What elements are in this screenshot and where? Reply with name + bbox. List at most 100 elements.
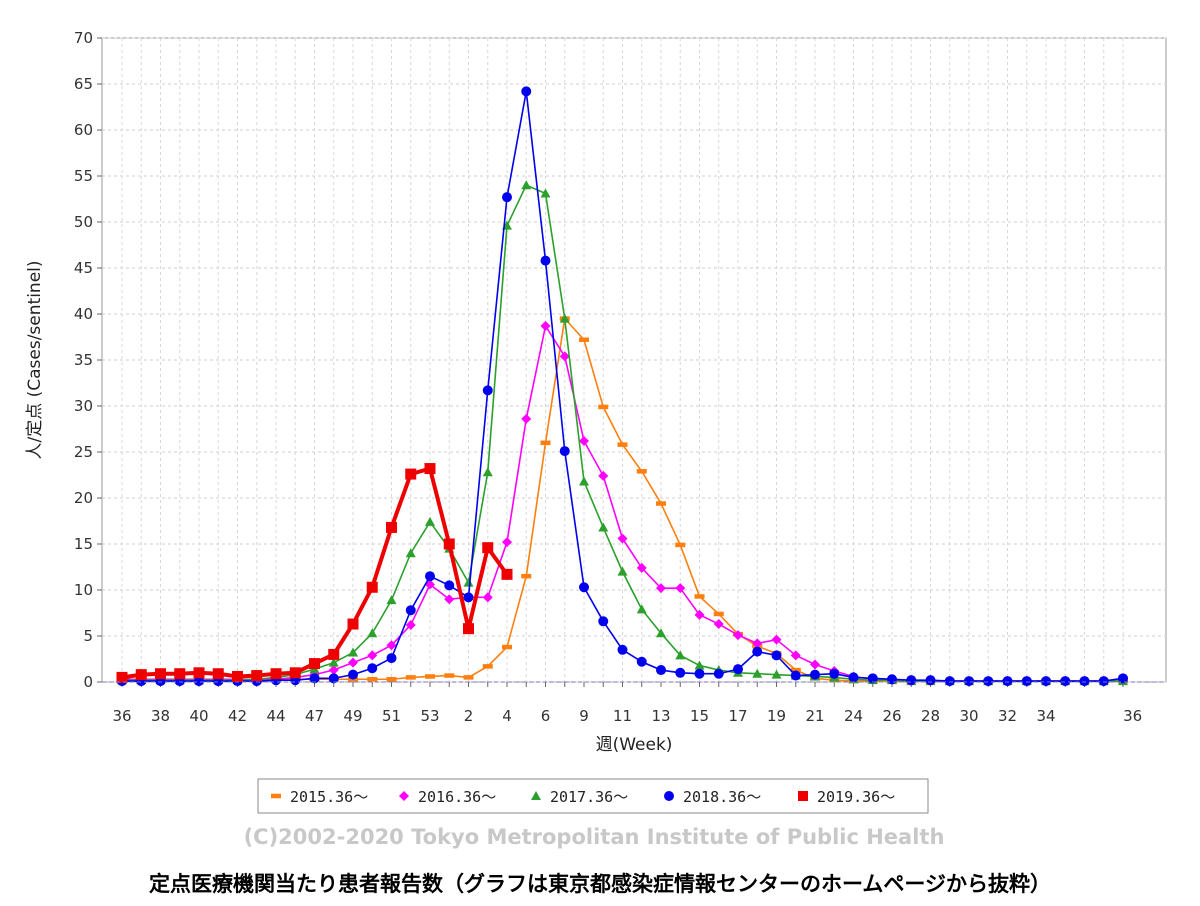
data-point	[579, 476, 589, 486]
data-point	[798, 791, 808, 801]
data-point	[386, 640, 397, 651]
data-point	[443, 538, 455, 550]
x-axis-label: 週(Week)	[596, 735, 673, 755]
data-point	[559, 313, 570, 323]
data-point	[617, 566, 628, 576]
data-point	[733, 630, 743, 641]
x-tick-label: 40	[189, 707, 208, 725]
data-point	[540, 255, 551, 266]
data-point	[964, 676, 974, 687]
legend-item: 2015.36～	[271, 788, 368, 806]
data-point	[193, 667, 205, 679]
x-axis-ticks: 36 38 40 42 44 47 49 51 53 2 4 6 9 11 13 15 17 19 21 24 26 28…	[112, 682, 1142, 725]
data-point	[540, 320, 551, 331]
y-tick-label: 55	[74, 167, 93, 185]
data-point	[309, 673, 320, 684]
data-point	[367, 676, 378, 682]
data-point	[399, 791, 409, 801]
data-point	[482, 664, 493, 669]
data-point	[790, 667, 801, 673]
data-point	[482, 385, 493, 396]
legend-item: 2017.36～	[531, 788, 628, 806]
data-point	[713, 611, 724, 617]
data-point	[463, 623, 474, 635]
data-point	[713, 619, 724, 630]
x-tick-label: 42	[228, 707, 247, 725]
data-point	[752, 646, 763, 657]
x-tick-label: 6	[541, 707, 551, 725]
legend-item: 2018.36～	[664, 788, 761, 806]
data-point	[425, 674, 435, 679]
data-point	[540, 188, 551, 198]
data-point	[502, 537, 512, 548]
legend-label: 2017.36～	[550, 788, 628, 806]
series-layer	[102, 86, 1166, 687]
plot-area	[101, 37, 1167, 683]
x-tick-label: 34	[1036, 707, 1055, 725]
x-tick-label: 21	[805, 707, 824, 725]
data-point	[867, 673, 878, 684]
data-point	[482, 467, 493, 477]
x-tick-label: 4	[502, 707, 512, 725]
data-point	[617, 644, 628, 655]
legend-label: 2019.36～	[817, 788, 895, 806]
data-point	[1098, 676, 1109, 687]
y-tick-label: 0	[83, 673, 93, 691]
data-point	[829, 668, 840, 679]
series-5	[116, 463, 513, 683]
data-point	[463, 577, 474, 587]
data-point	[848, 672, 859, 683]
y-axis-ticks: 0 5 10 15 20 25 30 35 40 45 50 55 60 65 70	[74, 29, 102, 691]
data-point	[983, 676, 994, 687]
data-point	[925, 675, 936, 686]
data-point	[386, 676, 397, 682]
data-point	[482, 592, 493, 603]
data-point	[771, 669, 782, 679]
x-tick-label: 53	[420, 707, 439, 725]
data-point	[675, 650, 686, 660]
data-point	[482, 542, 494, 554]
data-point	[1041, 676, 1051, 687]
data-point	[771, 650, 782, 661]
data-point	[559, 351, 570, 362]
data-point	[425, 571, 435, 582]
data-point	[174, 668, 186, 680]
legend-label: 2016.36～	[418, 788, 496, 806]
data-point	[1002, 676, 1013, 687]
x-tick-label: 32	[998, 707, 1017, 725]
y-tick-label: 50	[74, 213, 93, 231]
data-point	[405, 468, 417, 480]
grid	[102, 37, 1166, 683]
data-point	[810, 669, 820, 680]
caption: 定点医療機関当たり患者報告数（グラフは東京都感染症情報センターのホームページから…	[149, 872, 1051, 896]
data-point	[636, 562, 647, 573]
data-point	[1060, 676, 1071, 687]
data-point	[1021, 676, 1032, 687]
data-point	[348, 657, 358, 668]
x-tick-label: 24	[844, 707, 863, 725]
data-point	[386, 595, 397, 605]
data-point	[270, 668, 282, 680]
credit-text: (C)2002-2020 Tokyo Metropolitan Institut…	[244, 825, 945, 849]
data-point	[771, 634, 782, 645]
x-tick-label: 2	[464, 707, 474, 725]
data-point	[656, 665, 666, 676]
data-point	[386, 521, 397, 533]
data-point	[636, 656, 647, 667]
data-point	[636, 469, 647, 474]
data-point	[367, 650, 378, 661]
data-point	[598, 404, 609, 410]
x-tick-label: 9	[579, 707, 589, 725]
data-point	[444, 673, 455, 678]
x-tick-label: 28	[921, 707, 940, 725]
data-point	[348, 647, 358, 657]
y-tick-label: 45	[74, 259, 93, 277]
data-point	[944, 676, 955, 687]
y-tick-label: 65	[74, 75, 93, 93]
data-point	[502, 644, 512, 650]
data-point	[790, 670, 801, 681]
data-point	[521, 86, 532, 97]
y-tick-label: 70	[74, 29, 93, 47]
data-point	[656, 501, 666, 506]
